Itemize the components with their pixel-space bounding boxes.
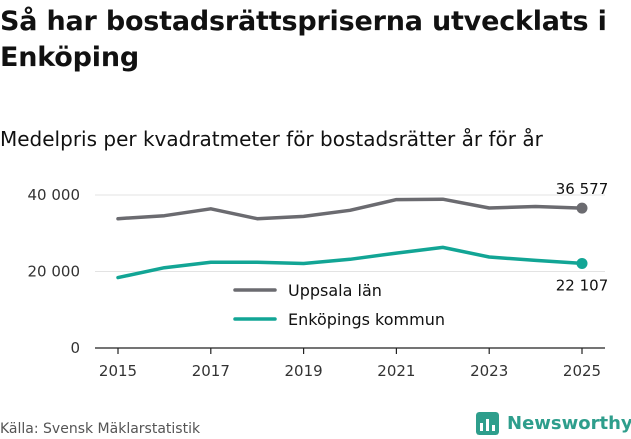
series-end-marker <box>576 202 588 214</box>
x-tick-label: 2019 <box>285 362 323 380</box>
x-tick-label: 2025 <box>563 362 601 380</box>
y-tick-label: 20 000 <box>28 263 81 281</box>
series-end-label: 36 577 <box>556 180 609 198</box>
chart-title: Så har bostadsrättspriserna utvecklats i… <box>0 6 607 73</box>
legend-label: Enköpings kommun <box>288 310 445 329</box>
series-line <box>116 197 584 221</box>
brand-logo: Newsworthy <box>476 409 631 437</box>
x-tick-label: 2015 <box>99 362 137 380</box>
x-tick-label: 2021 <box>377 362 415 380</box>
brand-name: Newsworthy <box>507 412 631 434</box>
series-end-marker <box>576 257 588 269</box>
chart-subtitle: Medelpris per kvadratmeter för bostadsrä… <box>0 127 543 151</box>
series-end-label: 22 107 <box>556 276 609 294</box>
y-tick-label: 40 000 <box>28 186 81 204</box>
y-tick-label: 0 <box>70 339 80 357</box>
source-note: Källa: Svensk Mäklarstatistik <box>0 421 201 437</box>
bar-chart-logo-icon <box>476 411 499 435</box>
x-tick-label: 2023 <box>470 362 508 380</box>
x-tick-label: 2017 <box>192 362 230 380</box>
series-line <box>116 245 584 280</box>
legend-label: Uppsala län <box>288 281 382 300</box>
